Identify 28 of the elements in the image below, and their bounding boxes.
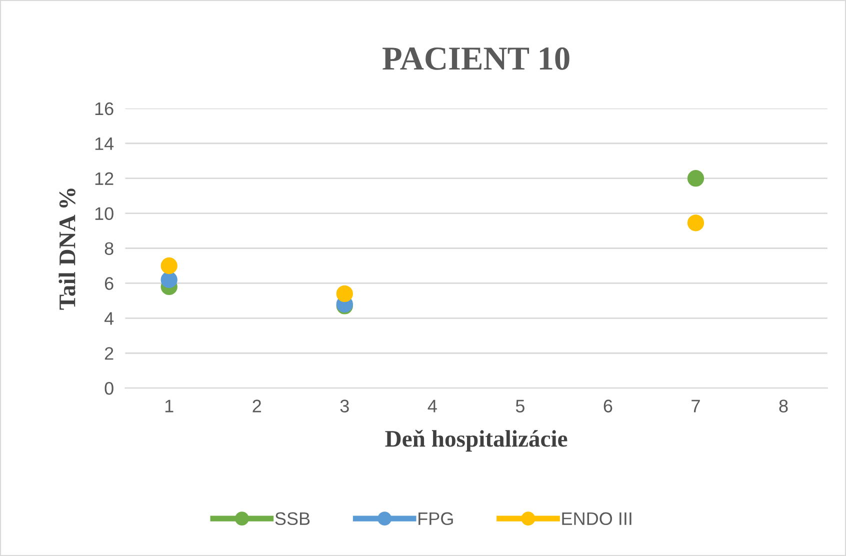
point	[687, 214, 704, 232]
point	[160, 257, 178, 274]
y-tick-label: 4	[104, 312, 114, 325]
x-tick-label: 1	[165, 400, 174, 412]
y-tick-label: 0	[104, 382, 114, 395]
x-tick-label: 8	[779, 400, 788, 412]
x-tick-label: 5	[516, 400, 524, 412]
x-tick-label: 6	[604, 400, 612, 412]
legend-label: FPG	[418, 512, 453, 526]
point	[336, 285, 353, 302]
chart-title: PACIENT 10	[382, 47, 570, 70]
legend-label: ENDO III	[562, 512, 632, 526]
x-tick-label: 3	[340, 400, 349, 412]
y-axis-title: Tail DNA %	[58, 188, 76, 310]
x-tick-label: 4	[428, 400, 437, 412]
legend-label: SSB	[275, 512, 310, 526]
y-tick-label: 16	[95, 102, 114, 116]
y-tick-label: 10	[95, 207, 114, 220]
y-tick-label: 12	[95, 172, 114, 185]
x-axis-title: Deň hospitalizácie	[385, 430, 568, 452]
x-tick-label: 7	[692, 400, 700, 412]
y-tick-label: 14	[95, 138, 114, 150]
y-tick-label: 8	[104, 242, 114, 255]
y-tick-label: 2	[104, 347, 114, 360]
x-tick-label: 2	[252, 400, 261, 412]
point	[160, 271, 178, 288]
point	[687, 170, 704, 187]
y-tick-label: 6	[104, 277, 114, 290]
